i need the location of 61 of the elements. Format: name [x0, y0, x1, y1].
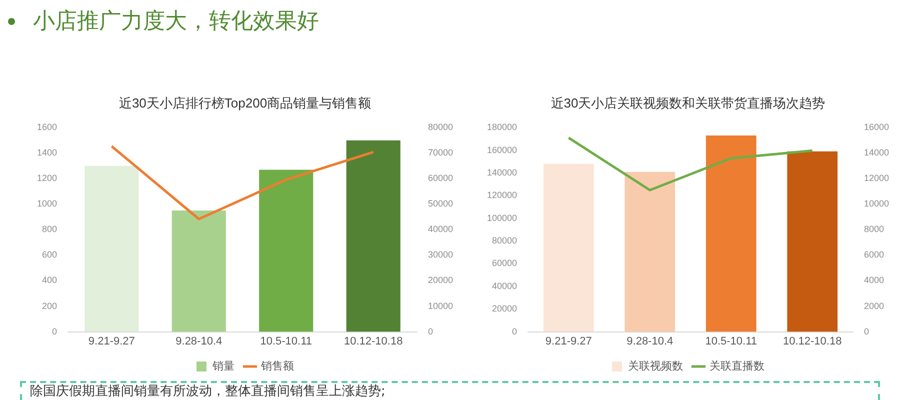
x-tick-label: 10.12-10.18	[344, 335, 403, 348]
y2-tick-label: 14000	[864, 148, 890, 158]
y2-tick-label: 0	[864, 326, 869, 336]
y-tick-label: 180000	[486, 122, 518, 132]
bar	[84, 166, 139, 332]
bar	[172, 210, 226, 332]
y-tick-label: 800	[42, 224, 58, 234]
bar	[706, 136, 756, 332]
y2-tick-label: 2000	[864, 300, 884, 311]
legend-label: 关联直播数	[710, 360, 764, 373]
legend-label: 销售额	[260, 360, 294, 373]
x-tick-label: 9.21-9.27	[88, 335, 135, 348]
y-tick-label: 20000	[492, 304, 518, 314]
bar	[543, 164, 594, 332]
y2-tick-label: 60000	[428, 173, 454, 184]
x-tick-label: 10.5-10.11	[705, 335, 758, 348]
y-tick-label: 1000	[36, 198, 58, 209]
y-tick-label: 60000	[492, 258, 518, 268]
y2-tick-label: 80000	[428, 122, 454, 132]
x-tick-label: 10.12-10.18	[782, 335, 842, 348]
y-tick-label: 140000	[486, 167, 518, 178]
y2-tick-label: 8000	[864, 224, 884, 234]
y-tick-label: 400	[42, 275, 58, 286]
y-tick-label: 1400	[36, 148, 58, 158]
y-tick-label: 100000	[486, 212, 518, 223]
y2-tick-label: 10000	[428, 300, 454, 311]
y2-tick-label: 40000	[428, 224, 454, 234]
x-tick-label: 9.28-10.4	[176, 335, 222, 348]
chart-title: 近30天小店排行榜Top200商品销量与销售额	[118, 95, 372, 110]
y2-tick-label: 6000	[864, 250, 884, 260]
y2-tick-label: 70000	[428, 148, 454, 158]
y-tick-label: 40000	[492, 280, 518, 291]
y2-tick-label: 30000	[428, 250, 454, 260]
text: 除国庆假期直播间销量有所波动，整体直播间销售呈上涨趋势;	[20, 381, 880, 400]
x-tick-label: 9.21-9.27	[545, 335, 592, 348]
y-tick-label: 1200	[36, 173, 58, 184]
bar	[259, 170, 314, 332]
y-tick-label: 200	[42, 300, 58, 311]
bar	[787, 151, 838, 332]
y-tick-label: 1600	[36, 122, 58, 132]
y-tick-label: 120000	[486, 190, 518, 200]
y2-tick-label: 16000	[864, 122, 890, 132]
y2-tick-label: 0	[428, 326, 433, 336]
y2-tick-label: 4000	[864, 275, 884, 286]
y-tick-label: 0	[512, 326, 518, 336]
text: 小店推广力度大，转化效果好	[33, 8, 319, 36]
y-tick-label: 0	[52, 326, 58, 336]
chart-title: 近30天小店关联视频数和关联带货直播场次趋势	[550, 95, 826, 110]
y2-tick-label: 10000	[864, 198, 890, 209]
y2-tick-label: 20000	[428, 275, 454, 286]
y-tick-label: 600	[42, 250, 58, 260]
y-tick-label: 160000	[486, 144, 518, 155]
bar	[346, 140, 400, 332]
x-tick-label: 9.28-10.4	[626, 335, 674, 348]
y2-tick-label: 12000	[864, 173, 890, 184]
y-tick-label: 80000	[492, 236, 518, 246]
x-tick-label: 10.5-10.11	[260, 335, 312, 348]
legend-label: 关联视频数	[628, 360, 683, 373]
bar	[624, 172, 676, 332]
legend-label: 销量	[212, 360, 234, 373]
y2-tick-label: 50000	[428, 198, 454, 209]
